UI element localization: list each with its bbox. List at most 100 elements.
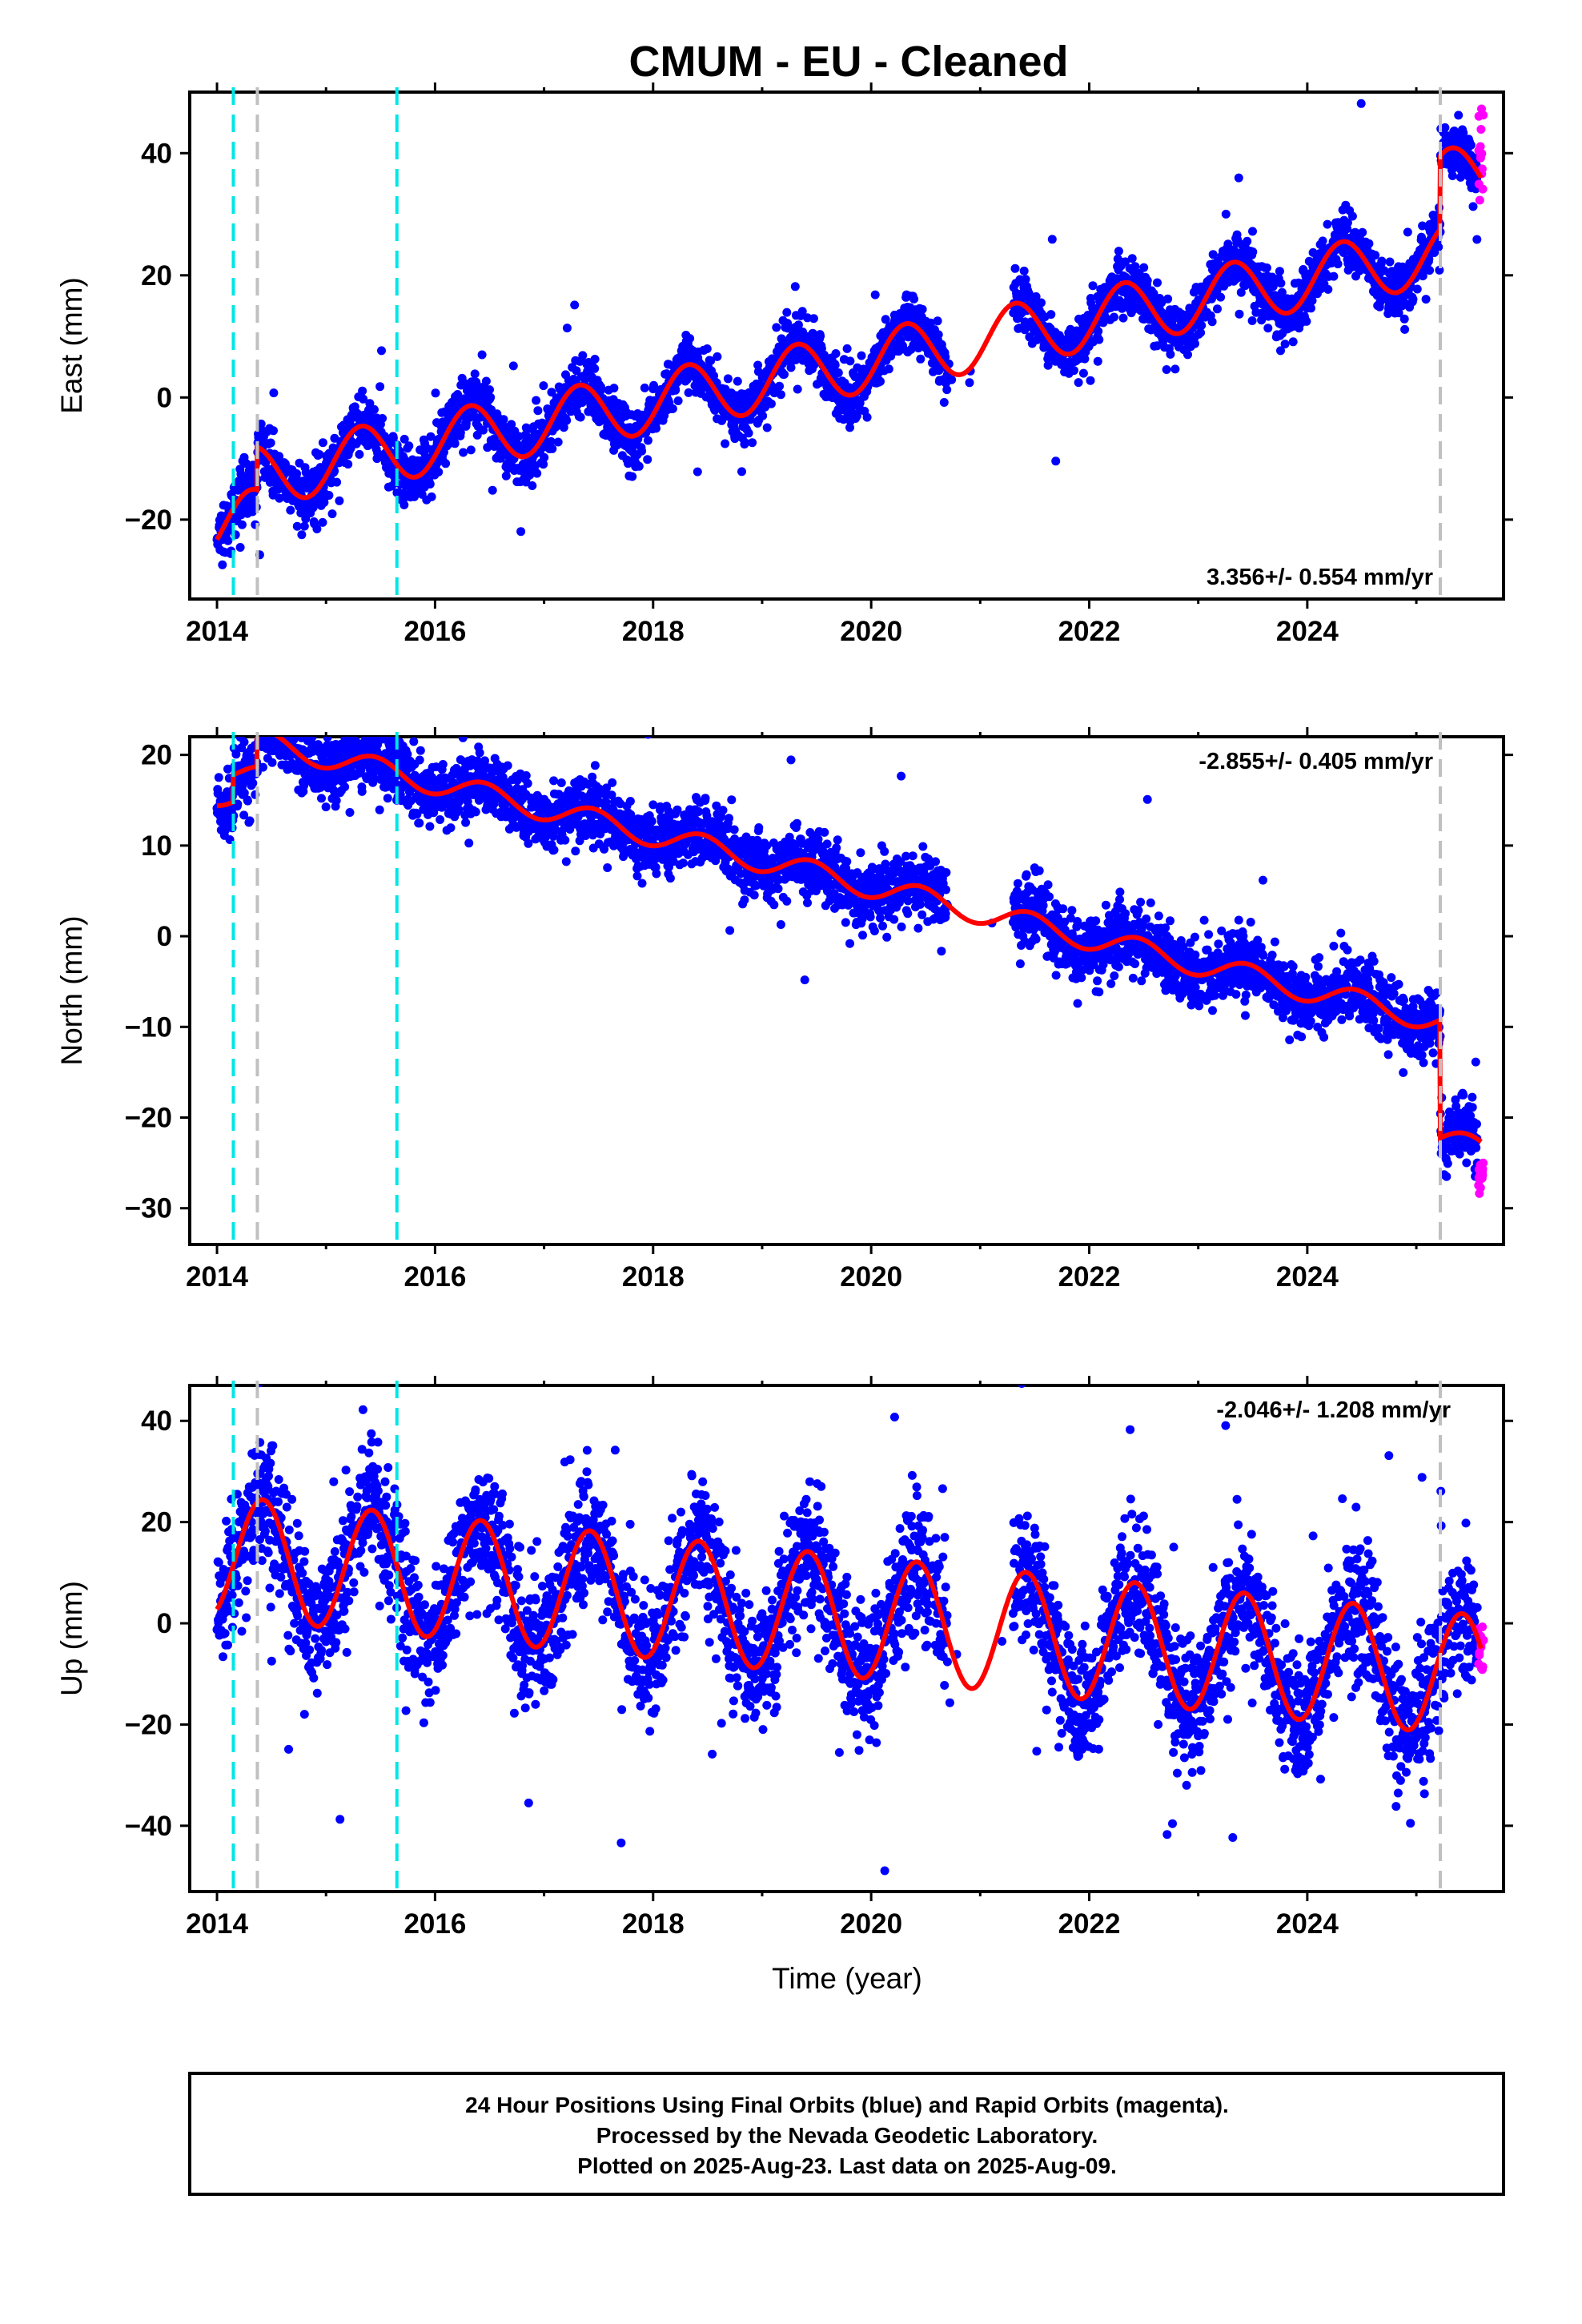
data-point (382, 726, 391, 735)
data-point (634, 461, 644, 471)
data-point (1403, 227, 1412, 237)
data-point (274, 715, 283, 724)
data-point (793, 384, 802, 394)
data-point (671, 385, 681, 395)
data-point (288, 726, 297, 734)
data-point (1399, 314, 1409, 324)
data-point (319, 497, 329, 507)
data-point (1196, 328, 1206, 337)
data-point (682, 375, 692, 384)
data-point (870, 290, 880, 300)
data-point (373, 448, 383, 458)
data-point (737, 467, 746, 476)
data-point (693, 467, 702, 476)
data-point (446, 823, 456, 833)
data-point (562, 324, 572, 333)
x-tick-label: 2024 (1276, 1261, 1339, 1293)
data-point (292, 521, 302, 531)
data-point (377, 346, 386, 356)
data-point (782, 308, 792, 317)
data-point (780, 370, 789, 379)
data-point (434, 467, 444, 476)
data-point (772, 323, 781, 332)
data-point (741, 438, 750, 448)
data-point (254, 715, 263, 724)
rapid-point (1474, 179, 1484, 189)
data-point (479, 425, 488, 435)
data-point (1080, 354, 1090, 364)
data-point (365, 722, 374, 730)
data-point (831, 349, 841, 358)
y-tick-label: 10 (141, 830, 172, 862)
data-point (450, 439, 460, 448)
data-point (758, 411, 768, 420)
data-point (287, 724, 295, 733)
data-point (1070, 366, 1078, 376)
data-point (1243, 236, 1252, 246)
data-point (609, 384, 619, 393)
data-point (1127, 254, 1137, 263)
data-point (266, 438, 275, 448)
data-point (276, 718, 285, 727)
data-point (235, 543, 245, 552)
data-point (459, 448, 468, 457)
data-point (1421, 295, 1431, 304)
data-point (269, 388, 279, 398)
data-point (1236, 287, 1246, 297)
data-point (349, 723, 358, 732)
data-point (862, 412, 872, 422)
y-tick-label: 0 (157, 382, 172, 413)
data-point (540, 452, 549, 462)
data-point (293, 705, 302, 714)
data-point (590, 355, 600, 364)
data-point (947, 375, 957, 384)
data-point (1276, 346, 1285, 356)
y-tick-label: −10 (125, 1011, 172, 1043)
data-point (1021, 275, 1030, 284)
data-point (876, 376, 885, 386)
data-point (539, 460, 548, 469)
plot-area (212, 99, 1488, 569)
data-point (279, 727, 287, 736)
data-point (546, 436, 556, 446)
data-point (1213, 304, 1222, 314)
data-point (528, 481, 537, 490)
data-point (916, 354, 926, 364)
data-point (1302, 316, 1311, 326)
data-point (531, 690, 540, 698)
data-point (400, 501, 409, 509)
y-tick-label: −20 (125, 1103, 172, 1134)
data-point (307, 737, 317, 742)
data-point (1468, 202, 1478, 211)
data-point (637, 446, 647, 456)
data-point (941, 352, 950, 362)
data-point (388, 433, 398, 443)
data-point (816, 332, 825, 341)
x-tick-label: 2018 (622, 1261, 685, 1293)
data-point (427, 492, 436, 501)
data-point (290, 727, 299, 736)
data-point (276, 720, 285, 729)
data-point (1163, 294, 1173, 304)
data-point (571, 846, 580, 856)
data-point (290, 726, 299, 735)
y-axis-label: East (mm) (55, 277, 88, 414)
data-point (317, 794, 326, 803)
data-point (263, 726, 271, 734)
data-point (1288, 337, 1298, 347)
data-point (548, 444, 557, 453)
data-point (499, 415, 508, 424)
data-point (297, 530, 307, 540)
data-point (438, 760, 448, 769)
data-point (1329, 271, 1339, 281)
x-tick-label: 2020 (840, 616, 902, 647)
x-tick-label: 2016 (404, 1261, 466, 1293)
data-point (318, 438, 327, 448)
data-point (267, 758, 277, 767)
data-point (1408, 295, 1418, 304)
data-point (1454, 111, 1464, 120)
data-point (1207, 317, 1217, 327)
x-tick-label: 2020 (840, 1261, 902, 1293)
data-point (745, 388, 754, 397)
velocity-label: 3.356+/- 0.554 mm/yr (1207, 565, 1433, 590)
